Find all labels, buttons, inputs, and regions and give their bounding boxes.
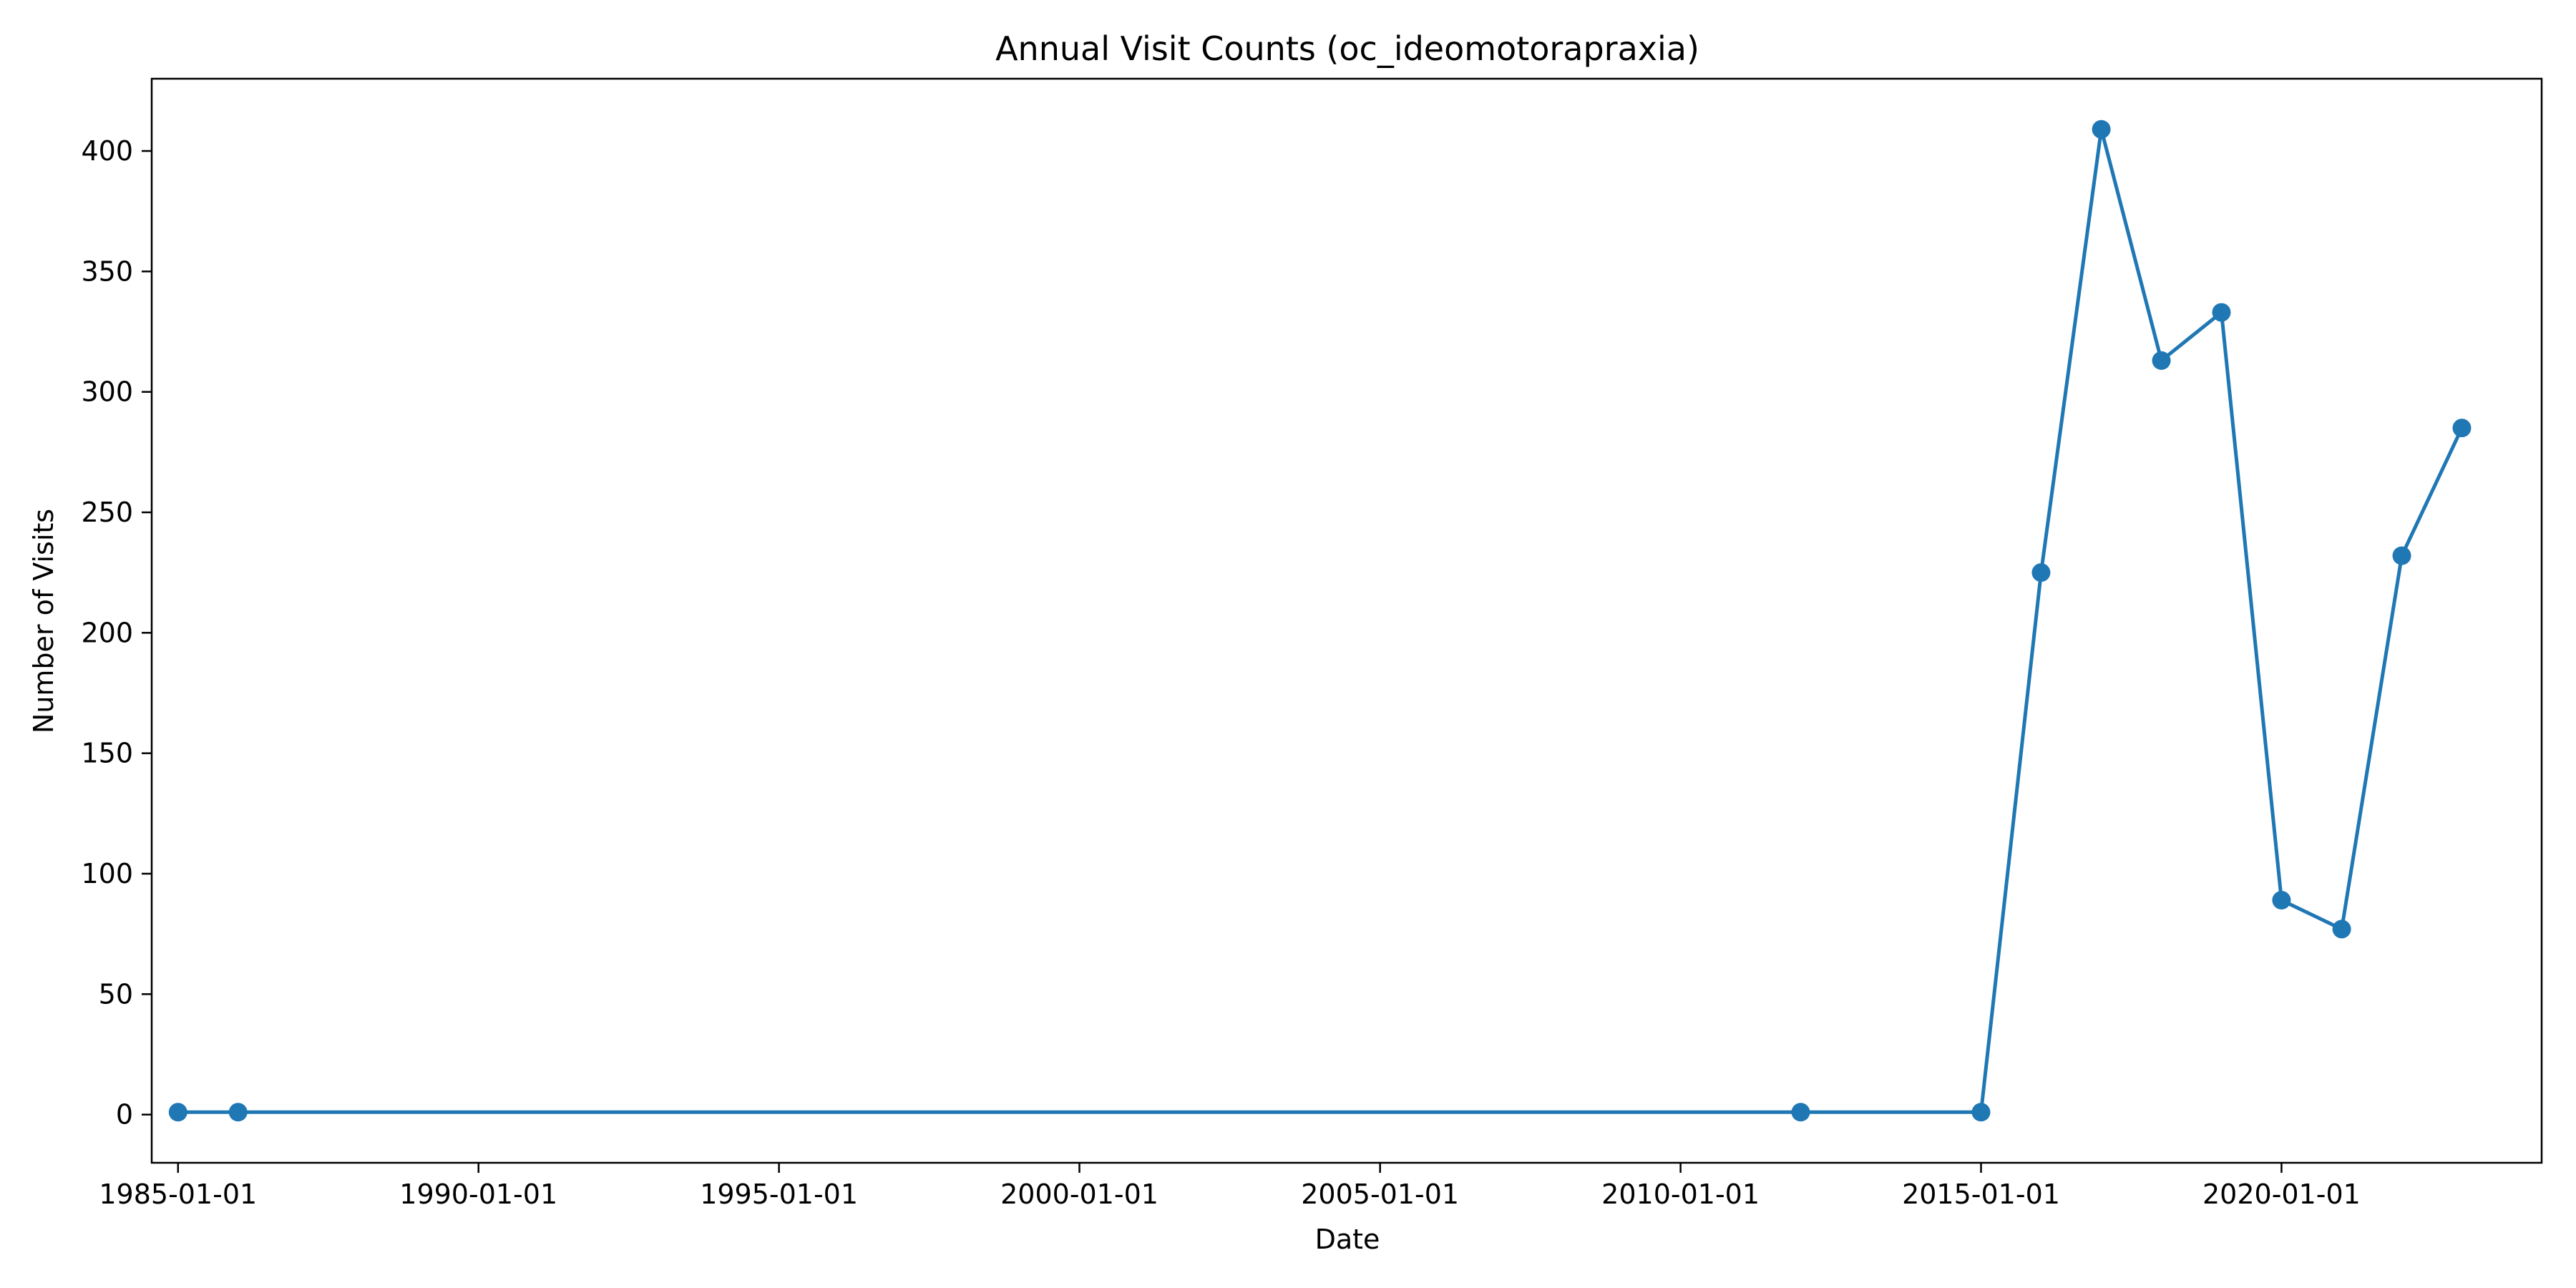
y-tick-label: 200 [81, 617, 133, 648]
y-tick-label: 250 [81, 497, 133, 528]
x-tick-label: 2005-01-01 [1301, 1179, 1459, 1210]
x-tick-label: 1985-01-01 [99, 1179, 257, 1210]
data-point [2272, 891, 2291, 910]
data-point [2332, 919, 2351, 939]
x-tick-label: 2000-01-01 [1000, 1179, 1158, 1210]
data-point [2212, 303, 2231, 322]
y-tick-label: 350 [81, 255, 133, 287]
data-point [2152, 351, 2171, 370]
y-tick-label: 300 [81, 376, 133, 408]
data-point [2392, 546, 2411, 565]
data-point [2452, 419, 2472, 438]
series-layer [168, 119, 2472, 1122]
data-point [228, 1103, 248, 1122]
series-line [176, 127, 2464, 1114]
y-tick-label: 50 [99, 978, 133, 1010]
y-axis: 0 50 100 150 200 250 300 350 400 [81, 135, 152, 1131]
x-tick-label: 2010-01-01 [1601, 1179, 1760, 1210]
plot-area [150, 77, 2543, 1164]
data-point [2092, 119, 2111, 139]
x-tick-label: 2020-01-01 [2202, 1179, 2361, 1210]
x-tick-label: 1990-01-01 [399, 1179, 557, 1210]
x-tick-label: 1995-01-01 [700, 1179, 858, 1210]
data-point [1971, 1103, 1991, 1122]
x-tick-label: 2015-01-01 [1902, 1179, 2060, 1210]
y-tick-label: 150 [81, 738, 133, 769]
y-tick-label: 0 [116, 1099, 133, 1131]
y-tick-label: 100 [81, 858, 133, 889]
y-axis-title: Number of Visits [28, 509, 59, 733]
chart-title: Annual Visit Counts (oc_ideomotorapraxia… [995, 29, 1699, 68]
x-axis: 1985-01-01 1990-01-01 1995-01-01 2000-01-01… [99, 1163, 2361, 1210]
data-point [1791, 1103, 1810, 1122]
x-axis-title: Date [1315, 1224, 1380, 1255]
data-point [2031, 563, 2051, 582]
y-tick-label: 400 [81, 135, 133, 167]
data-point [168, 1103, 187, 1122]
